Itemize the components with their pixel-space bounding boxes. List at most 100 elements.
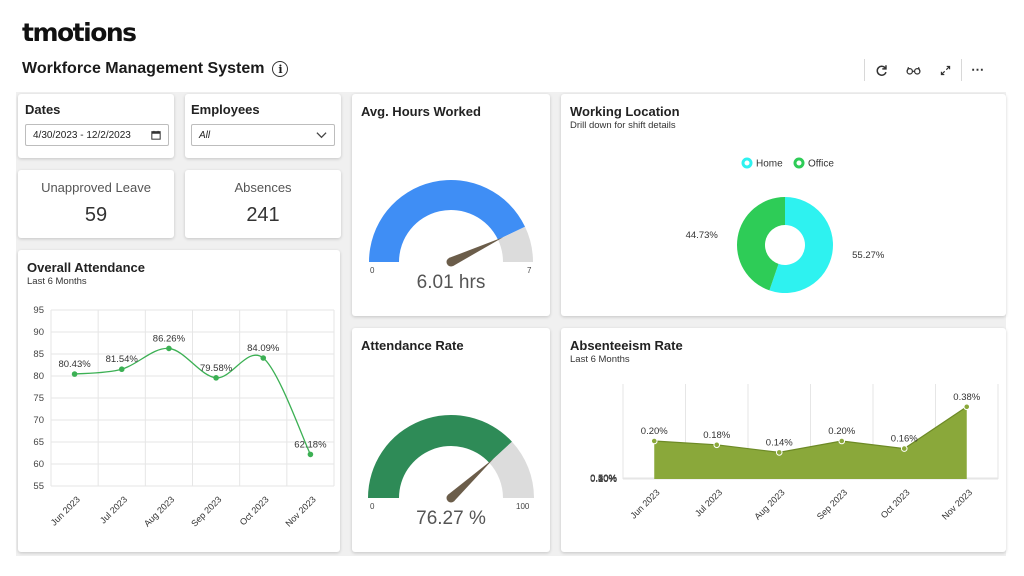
glasses-icon[interactable] bbox=[897, 58, 929, 82]
y-tick-label: 70 bbox=[33, 415, 44, 426]
y-tick-label: 0.20% bbox=[590, 474, 617, 485]
x-tick-label: Aug 2023 bbox=[752, 487, 786, 521]
gauge-needle-hub bbox=[446, 257, 456, 267]
toolbar-divider bbox=[864, 59, 865, 81]
attendance-rate-value: 76.27 % bbox=[416, 508, 486, 529]
data-point bbox=[900, 445, 908, 452]
gauge-needle bbox=[449, 237, 504, 267]
dashboard-canvas: Dates 4/30/2023 - 12/2/2023 Employees Al… bbox=[16, 92, 1006, 556]
working-location-title: Working Location bbox=[570, 104, 680, 119]
attendance-rate-max-label: 100 bbox=[516, 502, 530, 511]
data-label: 86.26% bbox=[153, 333, 186, 344]
y-tick-label: 75 bbox=[33, 393, 44, 404]
x-tick-label: Oct 2023 bbox=[879, 487, 912, 520]
employees-value: All bbox=[199, 129, 211, 141]
refresh-icon[interactable] bbox=[865, 58, 897, 82]
expand-icon[interactable] bbox=[929, 58, 961, 82]
gauge-value-band bbox=[368, 415, 512, 498]
avg-hours-value: 6.01 hrs bbox=[416, 272, 486, 293]
x-tick-label: Aug 2023 bbox=[142, 494, 176, 528]
unapproved-leave-value: 59 bbox=[84, 204, 108, 226]
y-tick-label: 65 bbox=[33, 437, 44, 448]
date-range-value: 4/30/2023 - 12/2/2023 bbox=[33, 129, 131, 141]
y-tick-label: 95 bbox=[33, 305, 44, 316]
data-point bbox=[71, 371, 78, 377]
toolbar: ⋯ bbox=[864, 58, 994, 82]
date-range-input[interactable]: 4/30/2023 - 12/2/2023 bbox=[25, 124, 169, 146]
x-tick-label: Oct 2023 bbox=[238, 494, 271, 527]
x-tick-label: Jul 2023 bbox=[693, 487, 724, 518]
unapproved-leave-card: Unapproved Leave 59 bbox=[18, 170, 174, 238]
absenteeism-title: Absenteeism Rate bbox=[570, 338, 683, 353]
data-label: 0.20% bbox=[641, 426, 668, 437]
x-tick-label: Jun 2023 bbox=[628, 487, 661, 520]
gauge-needle-hub bbox=[446, 493, 456, 503]
data-point bbox=[260, 355, 267, 361]
legend-marker bbox=[793, 157, 805, 169]
calendar-icon[interactable] bbox=[151, 130, 161, 140]
chevron-down-icon[interactable] bbox=[316, 131, 327, 139]
y-tick-label: 60 bbox=[33, 459, 44, 470]
gauge-needle bbox=[447, 458, 494, 502]
pie-slice-home bbox=[769, 197, 834, 293]
y-tick-label: 0% bbox=[603, 474, 617, 485]
pie-slice-office bbox=[737, 197, 785, 291]
y-tick-label: 0.50% bbox=[590, 473, 617, 484]
working-location-chart: 55.27% Home 44.73% Office bbox=[686, 157, 885, 293]
x-tick-label: Sep 2023 bbox=[815, 487, 849, 521]
attendance-rate-title: Attendance Rate bbox=[361, 338, 464, 353]
y-tick-label: 80 bbox=[33, 371, 44, 382]
x-tick-label: Nov 2023 bbox=[940, 487, 974, 521]
working-location-card: Working Location Drill down for shift de… bbox=[561, 94, 1006, 316]
attendance-rate-min-label: 0 bbox=[370, 502, 375, 511]
avg-hours-card: Avg. Hours Worked 0 7 6.01 hrs bbox=[352, 94, 550, 316]
attendance-rate-gauge bbox=[368, 415, 534, 503]
data-label: 0.38% bbox=[953, 392, 980, 403]
attendance-rate-card: Attendance Rate 0 100 76.27 % bbox=[352, 328, 550, 552]
data-point bbox=[838, 437, 846, 445]
absenteeism-line bbox=[654, 406, 968, 454]
absenteeism-subtitle: Last 6 Months bbox=[570, 354, 630, 365]
x-tick-label: Sep 2023 bbox=[189, 494, 223, 528]
data-label: 84.09% bbox=[247, 343, 280, 354]
employees-filter-card: Employees All bbox=[185, 94, 341, 158]
data-label: 81.54% bbox=[106, 354, 139, 365]
working-location-subtitle: Drill down for shift details bbox=[570, 120, 676, 131]
absences-value: 241 bbox=[246, 204, 280, 226]
employees-select[interactable]: All bbox=[191, 124, 335, 146]
absences-card: Absences 241 bbox=[185, 170, 341, 238]
y-tick-label: 55 bbox=[33, 481, 44, 492]
y-tick-label: 0.10% bbox=[590, 474, 617, 485]
gauge-remaining-band bbox=[497, 226, 533, 262]
y-tick-label: 90 bbox=[33, 327, 44, 338]
data-point bbox=[118, 366, 125, 373]
toolbar-divider bbox=[961, 59, 962, 81]
more-icon[interactable]: ⋯ bbox=[971, 62, 985, 77]
page-title: Workforce Management System bbox=[22, 60, 265, 77]
y-tick-label: 0.30% bbox=[590, 473, 617, 484]
absences-label: Absences bbox=[234, 180, 292, 195]
gauge-remaining-band bbox=[489, 441, 534, 498]
data-point bbox=[713, 441, 721, 449]
overall-attendance-card: Overall Attendance Last 6 Months 95 90 85 8… bbox=[18, 250, 340, 552]
x-tick-label: Jun 2023 bbox=[49, 494, 82, 527]
legend-marker bbox=[741, 157, 753, 169]
slice-label: 44.73% bbox=[686, 230, 719, 241]
y-tick-label: 85 bbox=[33, 349, 44, 360]
legend-label: Home bbox=[756, 159, 783, 170]
avg-hours-title: Avg. Hours Worked bbox=[361, 104, 481, 119]
y-tick-label: 0.40% bbox=[590, 473, 617, 484]
data-point bbox=[963, 403, 971, 411]
data-point bbox=[213, 375, 219, 381]
avg-hours-gauge bbox=[369, 180, 533, 267]
absenteeism-chart: 0.50%0.40%0.30%0.20%0.10%0%0.20%Jun 2023… bbox=[590, 384, 999, 522]
avg-hours-max-label: 7 bbox=[527, 266, 532, 275]
info-icon[interactable]: i bbox=[272, 61, 289, 77]
data-label: 0.16% bbox=[891, 434, 918, 445]
data-label: 80.43% bbox=[58, 359, 91, 370]
x-tick-label: Jul 2023 bbox=[98, 494, 129, 525]
x-tick-label: Nov 2023 bbox=[284, 494, 318, 528]
dates-label: Dates bbox=[25, 102, 61, 117]
dates-filter-card: Dates 4/30/2023 - 12/2/2023 bbox=[18, 94, 174, 158]
data-label: 62.18% bbox=[294, 439, 327, 450]
